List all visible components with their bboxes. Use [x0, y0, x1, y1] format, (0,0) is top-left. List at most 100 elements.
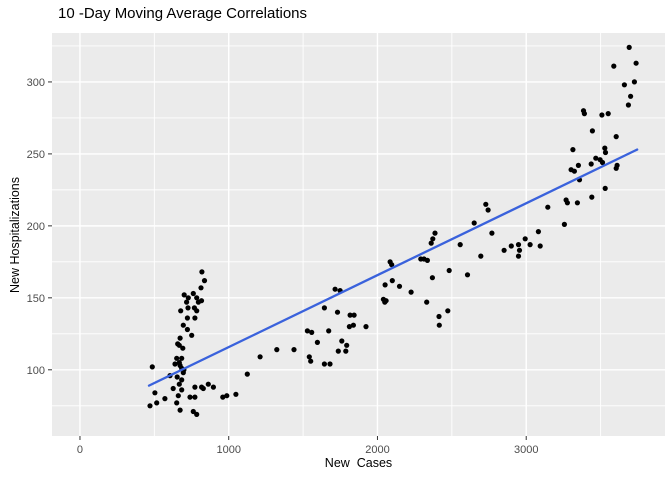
data-point: [199, 384, 205, 390]
data-point: [445, 308, 451, 314]
data-point: [483, 201, 489, 207]
data-point: [429, 275, 435, 281]
data-point: [346, 324, 352, 330]
data-point: [471, 220, 477, 226]
data-point: [309, 329, 315, 335]
trend-line: [147, 148, 639, 387]
data-point: [527, 242, 533, 248]
data-point: [192, 394, 198, 400]
data-point: [515, 253, 522, 259]
data-point: [633, 60, 639, 66]
data-point: [432, 230, 438, 236]
data-point: [189, 332, 195, 338]
data-point: [478, 253, 484, 259]
y-tick-label: 200: [27, 221, 45, 233]
data-point: [194, 411, 200, 417]
data-point: [396, 283, 403, 289]
data-point: [581, 111, 588, 117]
data-point: [611, 63, 617, 69]
data-point: [501, 247, 507, 253]
y-tick-label: 250: [27, 149, 45, 161]
data-point: [631, 79, 638, 85]
data-point: [177, 407, 183, 413]
data-point: [306, 354, 312, 360]
y-axis-title: New Hospitalizations: [8, 176, 22, 294]
data-point: [180, 345, 186, 351]
data-point: [291, 347, 297, 353]
data-point: [564, 200, 571, 206]
x-tick-label: 2000: [365, 444, 389, 456]
data-point: [194, 295, 200, 301]
data-point: [516, 247, 523, 253]
data-point: [457, 242, 463, 248]
data-point: [195, 299, 201, 305]
data-point: [257, 354, 263, 360]
data-point: [205, 381, 211, 387]
data-point: [424, 299, 430, 305]
data-point: [464, 272, 471, 278]
data-point: [589, 194, 595, 200]
data-point: [350, 322, 356, 328]
data-point: [308, 358, 314, 364]
data-point: [180, 370, 186, 376]
data-point: [175, 393, 181, 399]
data-point: [335, 348, 341, 354]
chart-title: 10 -Day Moving Average Correlations: [58, 5, 308, 22]
data-point: [588, 161, 594, 167]
data-point: [602, 145, 608, 151]
data-point: [184, 299, 190, 305]
data-point: [593, 155, 599, 161]
data-point: [344, 342, 350, 348]
data-point: [508, 243, 514, 249]
data-point: [199, 269, 205, 275]
data-point: [326, 328, 332, 334]
x-tick-label: 0: [77, 444, 83, 456]
data-point: [178, 308, 184, 314]
y-tick-label: 300: [27, 77, 45, 89]
data-point: [515, 242, 522, 248]
data-point: [194, 308, 200, 314]
data-point: [605, 111, 611, 117]
panel-background: [52, 33, 665, 436]
data-point: [172, 361, 178, 367]
data-point: [304, 328, 310, 334]
data-point: [382, 282, 388, 288]
data-point: [179, 377, 185, 383]
data-point: [147, 403, 153, 409]
data-point: [176, 381, 182, 387]
data-point: [233, 391, 239, 397]
data-point: [154, 400, 160, 406]
data-point: [602, 149, 609, 156]
data-point: [575, 162, 582, 168]
data-point: [339, 338, 345, 344]
data-point: [614, 162, 620, 168]
data-point: [192, 315, 198, 321]
data-point: [389, 278, 395, 284]
data-point: [613, 134, 619, 140]
x-tick-label: 1000: [216, 444, 240, 456]
data-point: [485, 207, 491, 213]
data-point: [190, 290, 196, 297]
data-point: [424, 257, 430, 263]
data-point: [162, 396, 168, 402]
data-point: [589, 128, 596, 134]
data-point: [176, 342, 182, 348]
data-point: [327, 361, 333, 367]
data-point: [180, 322, 186, 328]
data-point: [244, 371, 250, 377]
data-point: [201, 278, 208, 284]
data-point: [321, 361, 327, 367]
data-point: [383, 298, 389, 304]
data-point: [334, 309, 341, 315]
data-point: [599, 112, 605, 118]
data-point: [351, 312, 357, 318]
data-point: [332, 286, 338, 292]
y-tick-label: 150: [27, 293, 45, 305]
data-point: [522, 236, 528, 242]
data-point: [571, 168, 578, 174]
data-point: [436, 322, 442, 328]
data-point: [274, 347, 280, 353]
data-point: [537, 243, 543, 249]
data-point: [198, 285, 204, 291]
